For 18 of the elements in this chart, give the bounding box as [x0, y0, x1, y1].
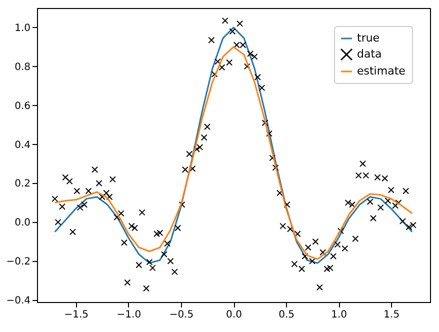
x-tick-label: 1.0 [331, 310, 348, 320]
x-tick-label: −0.5 [169, 310, 194, 320]
y-tick-label: 0.6 [14, 100, 30, 112]
x-tick-label: 0.5 [278, 310, 294, 320]
x-tick-label: −1.0 [116, 310, 142, 320]
y-tick-label: 1.0 [14, 22, 30, 34]
y-tick-label: 0.4 [14, 140, 30, 151]
y-tick-label: −0.2 [6, 256, 30, 268]
legend-label: data [357, 48, 382, 60]
y-tick-label: 0.2 [14, 178, 30, 190]
legend-label: true [357, 32, 380, 44]
x-tick-label: 0.0 [226, 310, 242, 320]
legend-label: estimate [357, 64, 406, 78]
y-tick-label: −0.4 [6, 296, 30, 307]
x-tick-label: 1.5 [384, 310, 400, 320]
y-tick-label: 0.0 [14, 218, 30, 229]
x-tick-label: −1.5 [64, 310, 89, 320]
y-tick-label: 0.8 [14, 62, 30, 73]
